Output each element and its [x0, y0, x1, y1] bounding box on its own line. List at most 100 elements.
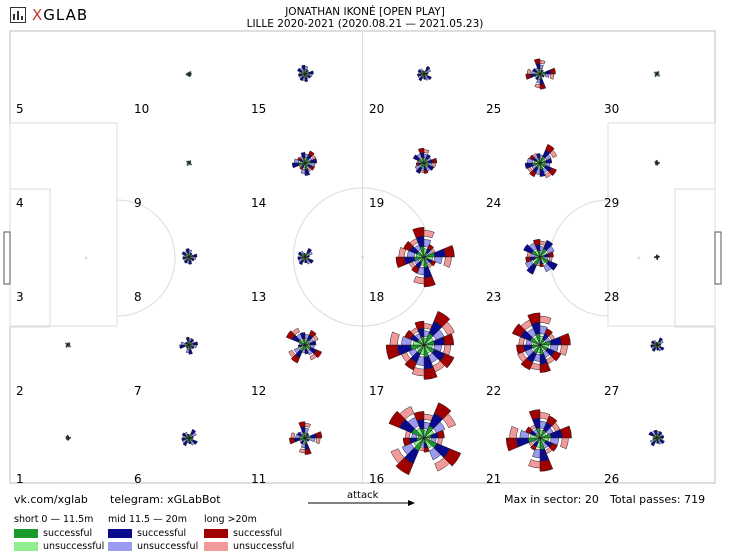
wedge-long-unsuccessful — [529, 424, 537, 431]
zone-labels: 1234567891011121314151617181920212223242… — [16, 102, 619, 486]
zone-label-16: 16 — [369, 472, 384, 486]
wedge-long-unsuccessful — [399, 406, 415, 420]
wedge-mid-successful — [306, 438, 310, 442]
wedge-mid-unsuccessful — [310, 437, 316, 443]
wedge-short-unsuccessful — [537, 159, 541, 164]
legend-short-title: short 0 — 11.5m — [14, 514, 94, 525]
zone-label-17: 17 — [369, 384, 384, 398]
legend-swatch — [108, 529, 132, 538]
wedge-mid-unsuccessful — [534, 67, 539, 72]
wedge-mid-successful — [526, 263, 537, 275]
rose-zone-28 — [653, 254, 660, 261]
wedge-mid-successful — [297, 256, 302, 261]
wedge-mid-unsuccessful — [308, 73, 313, 78]
wedge-mid-unsuccessful — [307, 250, 313, 256]
wedge-mid-unsuccessful — [433, 421, 446, 434]
wedge-long-unsuccessful — [539, 315, 552, 325]
legend-long-title: long >20m — [204, 514, 257, 525]
zone-label-23: 23 — [486, 290, 501, 304]
wedge-mid-unsuccessful — [301, 158, 305, 162]
wedge-long-unsuccessful — [312, 334, 319, 342]
chart-subtitle: LILLE 2020-2021 (2020.08.21 — 2021.05.23… — [246, 18, 484, 30]
wedge-mid-unsuccessful — [527, 157, 534, 164]
wedge-mid-successful — [658, 337, 663, 343]
wedge-short-unsuccessful — [187, 343, 190, 346]
rose-zone-11 — [289, 421, 323, 455]
wedge-mid-successful — [650, 340, 656, 345]
site-link[interactable]: vk.com/xglab — [14, 493, 88, 506]
wedge-mid-unsuccessful — [539, 64, 544, 70]
wedge-long-unsuccessful — [539, 412, 551, 420]
wedge-mid-successful — [659, 346, 665, 351]
wedge-mid-successful — [291, 162, 300, 169]
wedge-mid-unsuccessful — [186, 341, 189, 344]
wedge-short-unsuccessful — [533, 336, 541, 346]
wedge-long-unsuccessful — [549, 149, 558, 158]
wedge-mid-unsuccessful — [649, 439, 655, 444]
wedge-mid-successful — [179, 344, 185, 349]
wedge-long-successful — [385, 344, 400, 360]
wedge-mid-successful — [546, 260, 558, 271]
wedge-long-unsuccessful — [398, 246, 407, 258]
right-penalty-area — [607, 122, 716, 327]
wedge-mid-successful — [310, 158, 318, 164]
legend-short-unsuccessful: unsuccessful — [43, 541, 105, 552]
legend-long-unsuccessful: unsuccessful — [233, 541, 295, 552]
wedge-mid-unsuccessful — [183, 250, 188, 255]
wedge-mid-unsuccessful — [416, 153, 423, 160]
rose-zone-18 — [395, 227, 455, 288]
zone-label-7: 7 — [134, 384, 142, 398]
wedge-mid-successful — [304, 168, 311, 176]
wedge-long-successful — [417, 147, 425, 154]
wedge-short-successful — [188, 73, 191, 78]
wedge-mid-successful — [304, 259, 308, 264]
wedge-mid-successful — [304, 443, 310, 450]
right-goal-area — [674, 188, 716, 328]
wedge-long-successful — [559, 332, 571, 346]
wedge-mid-successful — [191, 439, 198, 445]
wedge-mid-successful — [310, 433, 318, 439]
wedge-mid-unsuccessful — [423, 239, 432, 248]
wedge-mid-successful — [417, 68, 423, 74]
wedge-long-unsuccessful — [559, 344, 568, 356]
rose-zone-27 — [650, 337, 665, 352]
wedge-short-unsuccessful — [186, 253, 190, 258]
wedge-mid-unsuccessful — [192, 344, 197, 349]
wedge-mid-unsuccessful — [306, 259, 311, 265]
wedge-mid-unsuccessful — [658, 440, 663, 445]
wedge-mid-unsuccessful — [426, 68, 431, 73]
zone-label-1: 1 — [16, 472, 24, 486]
wedge-long-unsuccessful — [509, 426, 519, 439]
wedge-mid-successful — [182, 256, 187, 260]
telegram-text: telegram: xGLabBot — [110, 493, 221, 506]
zone-label-21: 21 — [486, 472, 501, 486]
wedge-mid-successful — [190, 345, 195, 350]
wedge-long-unsuccessful — [423, 230, 435, 239]
wedge-mid-unsuccessful — [299, 67, 304, 72]
wedge-mid-unsuccessful — [419, 68, 424, 73]
zone-label-3: 3 — [16, 290, 24, 304]
wedge-mid-unsuccessful — [544, 73, 550, 78]
wedge-mid-successful — [183, 259, 189, 264]
centre-spot — [361, 255, 364, 259]
wedge-mid-successful — [544, 69, 552, 75]
wedge-long-unsuccessful — [441, 321, 455, 336]
legend-long: long >20m successful unsuccessful — [204, 514, 294, 552]
wedge-long-successful — [442, 333, 454, 346]
wedge-long-successful — [516, 344, 526, 355]
wedge-long-unsuccessful — [544, 171, 552, 179]
zone-label-5: 5 — [16, 102, 24, 116]
wedge-mid-successful — [656, 347, 660, 351]
wedge-mid-successful — [188, 440, 192, 445]
rose-zone-9 — [185, 159, 193, 167]
wedge-long-successful — [539, 459, 554, 472]
wedge-mid-successful — [523, 243, 535, 254]
wedge-mid-successful — [293, 437, 301, 443]
wedge-mid-successful — [301, 64, 306, 71]
wedge-long-unsuccessful — [539, 60, 546, 65]
wedge-mid-successful — [297, 251, 303, 256]
rose-zone-20 — [417, 65, 432, 82]
wedge-mid-successful — [541, 74, 545, 78]
wedge-mid-successful — [185, 248, 190, 254]
wedge-long-successful — [548, 251, 554, 258]
